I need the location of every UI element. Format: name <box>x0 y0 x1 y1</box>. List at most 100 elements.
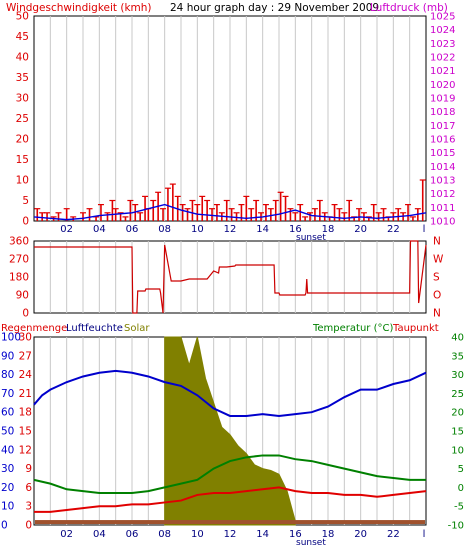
hour-tick-label: 20 <box>354 224 367 235</box>
pressure-series <box>33 203 427 221</box>
hour-tick-label: 20 <box>354 529 367 540</box>
direction-degree-tick: 270 <box>9 254 29 266</box>
dewpoint-line <box>34 486 427 513</box>
hour-tick-label: l <box>423 224 426 235</box>
humidity-tick-label: 20 <box>1 482 14 494</box>
wind-pressure-x-axis: 02 04 06 08 10 12 14 16 18 20 22 l <box>60 224 425 235</box>
hour-tick-label: 18 <box>322 224 335 235</box>
wind-speed-axis: 0 5 10 15 20 25 30 35 40 45 50 <box>16 11 29 228</box>
hour-tick-label: 10 <box>191 529 204 540</box>
wind-direction-degree-axis: 0 90 180 270 360 <box>9 236 29 320</box>
temperature-tick-label: -10 <box>448 521 464 532</box>
rain-series <box>35 520 425 525</box>
temperature-tick-label: 0 <box>458 483 464 494</box>
hour-tick-label: 22 <box>387 224 400 235</box>
direction-degree-tick: 90 <box>16 290 29 302</box>
temperature-legend-label: Temperatur (°C) <box>312 323 393 334</box>
hour-tick-label: 04 <box>93 529 106 540</box>
rain-tick-label: 27 <box>19 350 32 362</box>
temperature-tick-label: 10 <box>451 445 464 456</box>
hour-tick-label: 14 <box>256 529 269 540</box>
hour-tick-label: 06 <box>126 224 139 235</box>
hour-tick-label: 06 <box>126 529 139 540</box>
direction-compass-tick: W <box>433 254 444 266</box>
hour-tick-label: 02 <box>60 529 73 540</box>
humidity-tick-label: 30 <box>1 463 14 475</box>
humidity-line <box>33 369 427 417</box>
pressure-tick-label: 1011 <box>430 203 455 214</box>
wind-direction-line <box>34 240 427 314</box>
wind-pressure-grid <box>49 16 411 221</box>
hour-tick-label: 04 <box>93 224 106 235</box>
pressure-tick-label: 1018 <box>430 107 455 118</box>
sunset-label-1: sunset <box>296 233 326 243</box>
temperature-tick-label: 15 <box>451 427 464 438</box>
wind-direction-series <box>34 240 427 314</box>
pressure-tick-label: 1014 <box>430 162 455 173</box>
pressure-tick-label: 1022 <box>430 53 455 64</box>
pressure-tick-label: 1025 <box>430 12 455 23</box>
pressure-tick-label: 1017 <box>430 121 455 132</box>
temperature-tick-label: 30 <box>451 370 464 381</box>
temperature-tick-label: 20 <box>451 408 464 419</box>
rain-tick-label: 6 <box>25 482 32 494</box>
humidity-tick-label: 0 <box>1 520 8 532</box>
hour-tick-label: 16 <box>289 224 302 235</box>
direction-degree-tick: 0 <box>22 308 29 320</box>
pressure-line <box>33 203 427 221</box>
rain-tick-label: 15 <box>19 426 32 438</box>
wind-speed-tick-label: 40 <box>16 52 29 64</box>
humidity-tick-label: 60 <box>1 407 14 419</box>
humidity-tick-label: 10 <box>1 501 14 513</box>
pressure-tick-label: 1019 <box>430 94 455 105</box>
climate-x-axis: 02 04 06 08 10 12 14 16 18 20 22 l <box>60 529 425 540</box>
rain-band <box>35 520 425 525</box>
wind-direction-grid <box>49 241 411 313</box>
rain-tick-label: 21 <box>19 388 32 400</box>
dewpoint-legend-label: Taupunkt <box>392 323 439 334</box>
pressure-tick-label: 1013 <box>430 176 455 187</box>
solar-legend-label: Solar <box>124 323 150 334</box>
humidity-tick-label: 100 <box>1 332 21 344</box>
hour-tick-label: 12 <box>224 224 237 235</box>
hour-tick-label: 02 <box>60 224 73 235</box>
wind-speed-tick-label: 20 <box>16 134 29 146</box>
temperature-line <box>33 454 426 495</box>
hour-tick-label: 18 <box>322 529 335 540</box>
wind-speed-tick-label: 35 <box>16 72 29 84</box>
wind-speed-tick-label: 30 <box>16 93 29 105</box>
humidity-tick-label: 40 <box>1 444 14 456</box>
temperature-tick-label: 40 <box>451 333 464 344</box>
direction-degree-tick: 180 <box>9 272 29 284</box>
humidity-axis: 0 10 20 30 40 50 60 70 80 90 100 <box>1 332 21 532</box>
humidity-legend-label: Luftfeuchte <box>66 323 123 334</box>
wind-speed-tick-label: 10 <box>16 175 29 187</box>
rain-tick-label: 3 <box>25 501 32 513</box>
rain-legend-label: Regenmenge <box>1 323 67 334</box>
temperature-tick-label: -5 <box>454 502 464 513</box>
temperature-tick-label: 25 <box>451 389 464 400</box>
hour-tick-label: 10 <box>191 224 204 235</box>
chart-title: 24 hour graph day : 29 November 2009 <box>170 2 379 14</box>
direction-compass-tick: S <box>433 272 440 284</box>
hour-tick-label: 14 <box>256 224 269 235</box>
humidity-tick-label: 50 <box>1 426 14 438</box>
pressure-tick-label: 1024 <box>430 25 455 36</box>
hour-tick-label: 16 <box>289 529 302 540</box>
direction-compass-tick: N <box>433 308 441 320</box>
humidity-tick-label: 80 <box>1 369 14 381</box>
sunset-label-3: sunset <box>296 538 326 548</box>
wind-speed-tick-label: 15 <box>16 154 29 166</box>
rain-tick-label: 12 <box>19 444 32 456</box>
hour-tick-label: 08 <box>158 529 171 540</box>
wind-speed-tick-label: 50 <box>16 11 29 23</box>
direction-compass-tick: O <box>433 290 441 302</box>
climate-line-series <box>33 369 427 513</box>
rain-tick-label: 30 <box>19 332 32 344</box>
pressure-tick-label: 1016 <box>430 135 455 146</box>
humidity-tick-label: 90 <box>1 350 14 362</box>
